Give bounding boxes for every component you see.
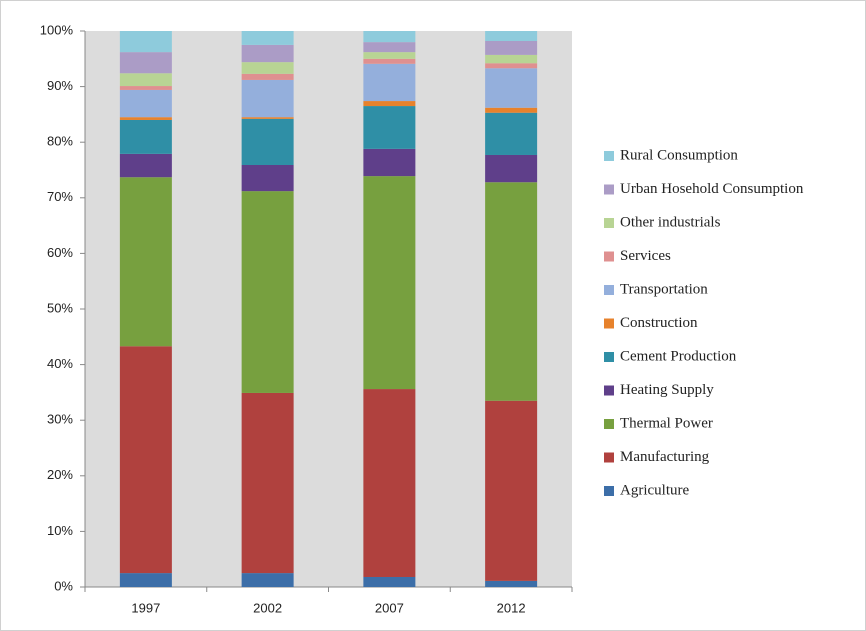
bar-segment [241, 44, 294, 63]
bar-segment [363, 148, 416, 177]
legend-swatch [604, 184, 614, 195]
bar-segment [485, 107, 538, 113]
legend-swatch [604, 419, 614, 429]
bar-segment [119, 73, 172, 87]
y-tick-label: 100% [40, 22, 74, 37]
legend-label: Manufacturing [620, 449, 710, 465]
legend-swatch [604, 151, 614, 161]
bar-segment [241, 31, 294, 45]
y-tick-label: 30% [47, 412, 73, 427]
bar-segment [119, 89, 172, 118]
bar-segment [363, 101, 416, 107]
bar-segment [485, 400, 538, 581]
legend-label: Other industrials [620, 214, 721, 230]
y-tick-label: 60% [47, 245, 73, 260]
x-tick-label: 1997 [131, 600, 160, 615]
bar-segment [485, 63, 538, 69]
bar-segment [363, 52, 416, 59]
bar-segment [119, 153, 172, 178]
y-tick-label: 80% [47, 134, 73, 149]
bar-segment [241, 392, 294, 574]
y-tick-label: 90% [47, 78, 73, 93]
legend-swatch [604, 218, 614, 228]
bar-segment [485, 112, 538, 155]
bar-segment [485, 580, 538, 587]
bar-segment [241, 191, 294, 393]
legend-swatch [604, 318, 614, 329]
bar-segment [363, 42, 416, 53]
bar-segment [485, 182, 538, 401]
legend-swatch [604, 385, 614, 396]
bar-segment [119, 119, 172, 154]
bar-segment [363, 63, 416, 102]
bar-segment [241, 118, 294, 165]
bar-segment [119, 346, 172, 574]
bar-segment [119, 573, 172, 587]
legend-label: Cement Production [620, 348, 737, 364]
legend-label: Construction [620, 315, 698, 331]
bar-segment [485, 54, 538, 64]
bar-segment [241, 79, 294, 118]
y-tick-label: 0% [54, 578, 73, 593]
bar-segment [241, 62, 294, 74]
bar-segment [119, 86, 172, 90]
legend-label: Rural Consumption [620, 147, 738, 163]
x-tick-label: 2002 [253, 600, 282, 615]
x-tick-label: 2012 [497, 600, 526, 615]
legend-swatch [604, 486, 614, 496]
legend-label: Agriculture [620, 482, 689, 498]
legend-label: Transportation [620, 281, 708, 297]
bar-segment [363, 58, 416, 64]
legend-swatch [604, 452, 614, 463]
legend-label: Urban Hosehold Consumption [620, 181, 804, 197]
bar-segment [241, 117, 294, 119]
legend-swatch [604, 285, 614, 295]
bar-segment [363, 176, 416, 390]
bar-segment [119, 52, 172, 74]
legend-label: Services [620, 248, 671, 264]
legend-swatch [604, 352, 614, 362]
bar-segment [363, 389, 416, 577]
bar-segment [363, 576, 416, 587]
legend-swatch [604, 251, 614, 262]
bar-segment [241, 573, 294, 587]
bar-segment [119, 117, 172, 120]
bar-segment [241, 164, 294, 192]
y-tick-label: 40% [47, 356, 73, 371]
bar-segment [363, 31, 416, 43]
bar-segment [363, 106, 416, 149]
y-tick-label: 50% [47, 300, 73, 315]
legend-label: Thermal Power [620, 415, 713, 431]
bar-segment [485, 41, 538, 55]
bar-segment [485, 154, 538, 183]
y-tick-label: 70% [47, 189, 73, 204]
bar-segment [485, 68, 538, 108]
legend-label: Heating Supply [620, 382, 714, 398]
y-tick-label: 20% [47, 467, 73, 482]
x-tick-label: 2007 [375, 600, 404, 615]
bar-segment [119, 31, 172, 53]
bar-segment [241, 73, 294, 80]
bar-segment [485, 31, 538, 42]
bar-segment [119, 177, 172, 347]
y-tick-label: 10% [47, 523, 73, 538]
